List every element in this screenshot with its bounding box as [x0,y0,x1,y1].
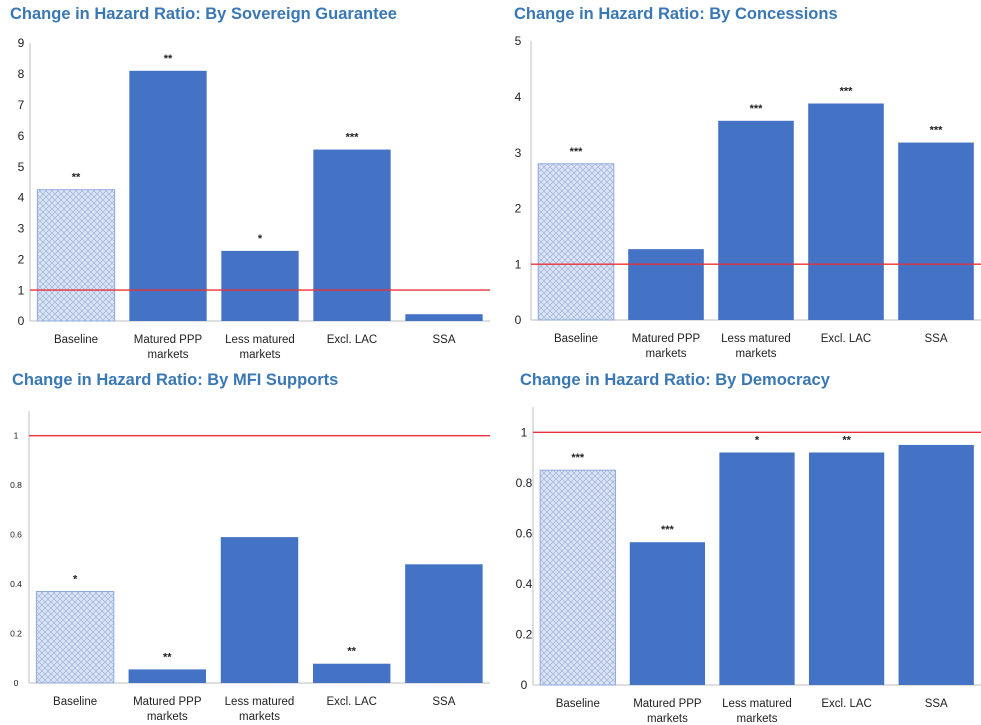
x-category-label: Excl. LAC [326,696,377,708]
y-tick-label: 0.6 [516,527,533,541]
y-tick-label: 6 [18,129,25,143]
bar-baseline [539,469,616,686]
bar-matured-ppp-markets [128,669,207,683]
significance-label: *** [750,103,764,115]
bar-ssa [405,564,483,683]
y-tick-label: 5 [18,160,25,174]
x-category-label: Baseline [54,334,98,346]
bar-baseline [36,189,116,322]
bar-excl-lac [312,663,391,683]
x-category-label: Baseline [554,333,598,345]
y-tick-label: 0.2 [10,629,22,639]
chart-panel-sovereign-guarantee: Change in Hazard Ratio: By Sovereign Gua… [10,5,490,361]
significance-label: ** [72,172,81,184]
bar-less-matured-markets [221,250,299,321]
chart-panel-democracy: Change in Hazard Ratio: By Democracy 0 0.… [516,371,981,725]
x-category-label: Excl. LAC [327,334,378,346]
bar-chart-mfi-supports: 0 0.2 0.4 0.6 0.8 1 * Baseline ** Matured PPP mark… [10,411,490,723]
x-category-label: Matured PPP markets [633,698,702,725]
x-category-label: Excl. LAC [821,698,872,710]
chart-panel-mfi-supports: Change in Hazard Ratio: By MFI Supports … [10,371,490,725]
bar-less-matured-markets [718,120,794,320]
x-category-label: SSA [924,333,947,345]
y-tick-label: 3 [515,146,522,160]
bar-matured-ppp-markets [629,542,706,685]
y-tick-label: 0 [515,313,522,327]
y-tick-label: 5 [515,34,522,48]
x-category-label: Matured PPP markets [632,333,701,360]
y-tick-label: 0.8 [516,476,533,490]
y-tick-label: 9 [18,36,25,50]
significance-label: ** [347,646,356,658]
x-category-label: Less matured markets [225,696,295,723]
y-tick-label: 4 [515,90,522,104]
significance-label: *** [930,125,944,137]
chart-title: Change in Hazard Ratio: By Sovereign Gua… [10,5,397,23]
chart-title: Change in Hazard Ratio: By Concessions [514,5,838,23]
x-category-label: Baseline [53,696,97,708]
bar-less-matured-markets [719,452,795,685]
y-tick-label: 0 [18,314,25,328]
x-category-label: Less matured markets [722,698,792,725]
x-category-label: SSA [925,698,948,710]
bar-chart-democracy: 00.20.40.60.81***Baseline***Matured PPP m… [516,407,981,725]
x-category-label: Less matured markets [721,333,791,360]
x-category-label: SSA [432,696,455,708]
significance-label: * [258,233,263,245]
y-tick-label: 3 [18,222,25,236]
bar-matured-ppp-markets [628,249,704,320]
bar-baseline [35,591,115,684]
bar-matured-ppp-markets [129,70,207,321]
x-category-label: Matured PPP markets [134,334,203,361]
y-tick-label: 4 [18,191,25,205]
significance-label: * [755,434,760,446]
x-category-label: Excl. LAC [821,333,872,345]
y-tick-label: 1 [515,257,522,271]
bar-excl-lac [808,103,884,320]
bar-excl-lac [808,452,885,685]
significance-label: *** [346,132,360,144]
y-tick-label: 0 [521,678,528,692]
y-tick-label: 0.2 [516,628,533,642]
significance-label: ** [842,434,851,446]
bar-ssa [898,142,974,320]
y-tick-label: 1 [521,425,528,439]
chart-title: Change in Hazard Ratio: By MFI Supports [12,371,339,389]
y-tick-label: 1 [18,283,25,297]
y-tick-label: 2 [515,202,522,216]
chart-title: Change in Hazard Ratio: By Democracy [520,371,830,389]
y-tick-label: 2 [18,252,25,266]
significance-label: * [73,574,78,586]
y-tick-label: 0.6 [10,530,22,540]
bar-less-matured-markets [220,537,299,683]
chart-panel-concessions: Change in Hazard Ratio: By Concessions 0… [514,5,981,365]
significance-label: *** [571,452,585,464]
y-tick-label: 0.4 [516,577,533,591]
x-category-label: Baseline [556,698,600,710]
y-tick-label: 7 [18,98,25,112]
significance-label: ** [163,651,172,663]
y-tick-label: 0.8 [10,480,22,490]
bar-chart-sovereign-guarantee: 0 1 2 3 4 5 6 7 8 9 ** Baseline ** Matured PPP markets… [18,36,490,361]
significance-label: *** [840,85,854,97]
y-tick-label: 8 [18,67,25,81]
bar-ssa [405,314,483,321]
x-category-label: Matured PPP markets [133,696,202,723]
bar-excl-lac [313,149,391,321]
y-tick-label: 0 [14,678,19,688]
x-category-label: SSA [432,334,455,346]
significance-label: *** [570,146,584,158]
y-tick-label: 1 [14,431,19,441]
bar-baseline [537,163,615,321]
y-tick-label: 0.4 [10,579,22,589]
bar-ssa [898,444,974,685]
significance-label: ** [164,53,173,65]
bar-chart-concessions: 0 1 2 3 4 5 *** Baseline Matured PPP markets *** Le… [515,34,981,360]
significance-label: *** [661,524,675,536]
x-category-label: Less matured markets [225,334,295,361]
